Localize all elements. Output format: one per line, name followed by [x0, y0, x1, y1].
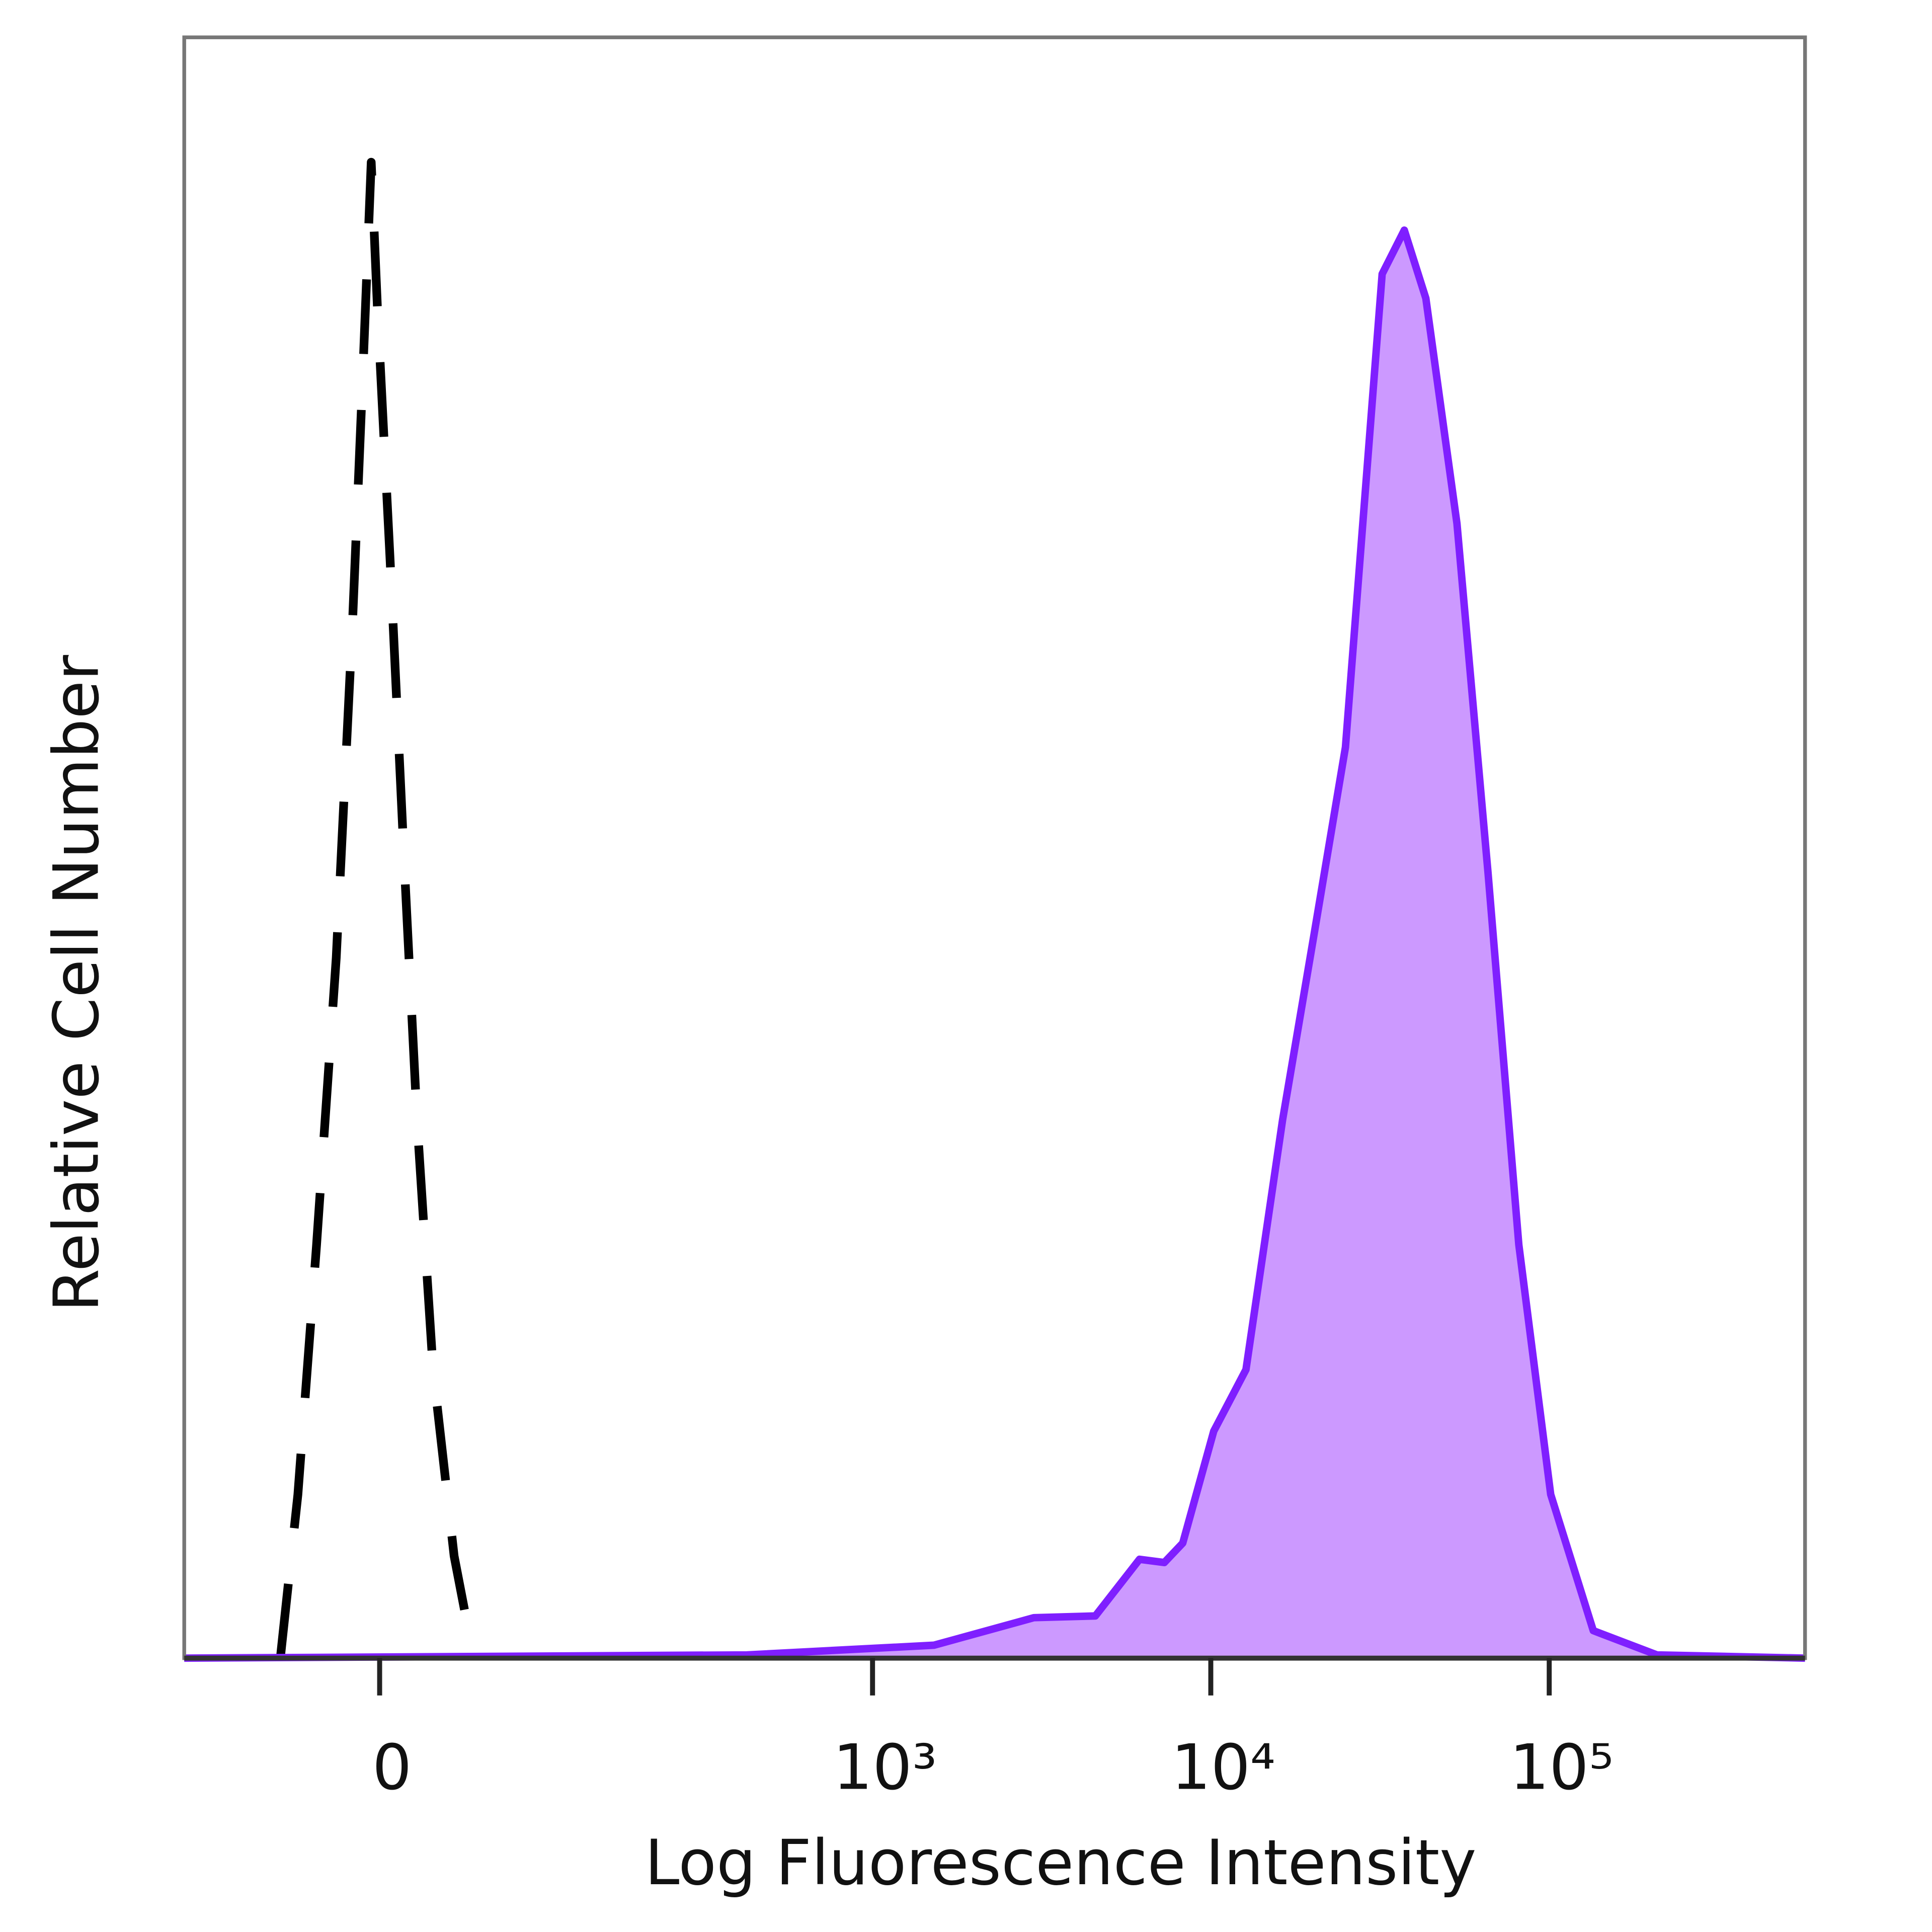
line [276, 157, 478, 1659]
area [184, 230, 1805, 1658]
x-tick-label: 10³ [833, 1731, 937, 1804]
x-axis-label: Log Fluorescence Intensity [645, 1827, 1477, 1899]
x-tick-label: 10⁵ [1509, 1731, 1614, 1804]
line [184, 226, 1805, 1662]
y-axis-label: Relative Cell Number [41, 655, 113, 1312]
x-tick-label: 0 [372, 1731, 412, 1804]
x-tick-label: 10⁴ [1171, 1731, 1275, 1804]
